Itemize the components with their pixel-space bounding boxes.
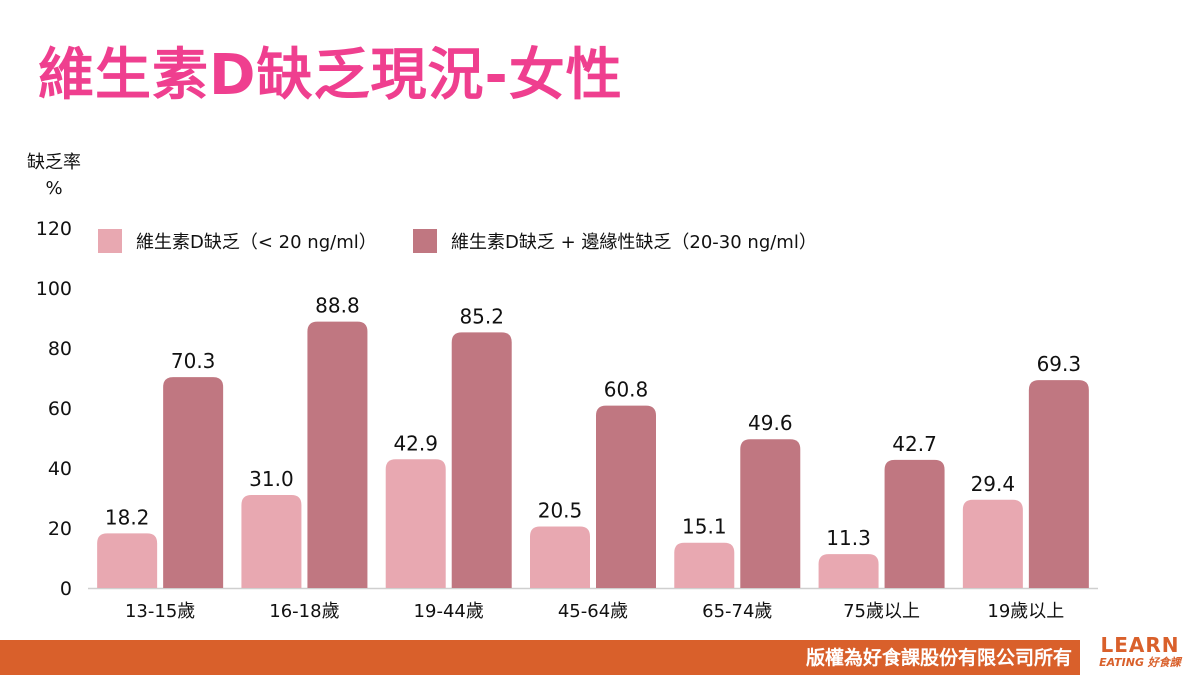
y-tick-label: 20	[48, 518, 72, 540]
y-tick-label: 80	[48, 338, 72, 360]
legend-swatch	[413, 229, 437, 253]
x-tick-label: 16-18歲	[269, 601, 339, 622]
x-tick-label: 45-64歲	[558, 601, 628, 622]
y-tick-label: 100	[36, 278, 72, 300]
logo-sub-text: EATING 好食課	[1099, 656, 1181, 669]
legend-swatch	[98, 229, 122, 253]
data-label: 85.2	[459, 304, 504, 328]
y-tick-label: 0	[60, 578, 72, 600]
y-axis-unit: %	[45, 178, 63, 199]
data-label: 69.3	[1037, 352, 1082, 376]
x-tick-label: 75歲以上	[843, 601, 920, 622]
y-tick-label: 40	[48, 458, 72, 480]
bar	[962, 499, 1023, 588]
copyright-text: 版權為好食課股份有限公司所有	[805, 647, 1072, 669]
data-label: 70.3	[171, 349, 216, 373]
bar	[884, 459, 945, 588]
data-label: 18.2	[105, 505, 150, 529]
data-label: 49.6	[748, 411, 793, 435]
legend-label: 維生素D缺乏 + 邊緣性缺乏（20-30 ng/ml）	[451, 232, 817, 253]
data-label: 60.8	[604, 378, 649, 402]
bar	[530, 526, 590, 588]
bar	[385, 459, 446, 588]
bar	[97, 533, 158, 588]
data-label: 42.9	[393, 431, 438, 455]
x-tick-label: 19歲以上	[987, 601, 1064, 622]
data-label: 20.5	[538, 499, 583, 523]
bar	[740, 439, 801, 588]
bar	[596, 405, 656, 588]
data-label: 31.0	[249, 467, 294, 491]
bar	[241, 495, 302, 588]
bar	[451, 332, 512, 588]
legend-label: 維生素D缺乏（< 20 ng/ml）	[136, 232, 377, 253]
y-tick-label: 120	[36, 218, 72, 240]
data-label: 15.1	[682, 515, 727, 539]
bar	[163, 377, 224, 588]
logo-main-text: LEARN	[1100, 633, 1180, 657]
bar	[1028, 380, 1089, 588]
bar	[307, 321, 368, 588]
page-title: 維生素D缺乏現況-女性	[38, 43, 623, 108]
bar	[818, 554, 879, 588]
data-label: 88.8	[315, 294, 360, 318]
brand-logo: LEARN EATING 好食課	[1080, 634, 1200, 675]
data-label: 11.3	[826, 526, 871, 550]
footer-bar	[0, 640, 1200, 675]
y-axis-label-text: 缺乏率	[27, 152, 81, 173]
bar-chart: 0 20 40 60 80 100 120 18.2 70.3 13-15歲 31.0 88.8 16-…	[36, 218, 1098, 622]
y-axis-label: 缺乏率 %	[22, 150, 86, 202]
x-tick-label: 65-74歲	[702, 601, 772, 622]
data-label: 42.7	[892, 432, 937, 456]
x-tick-label: 19-44歲	[414, 601, 484, 622]
x-tick-label: 13-15歲	[125, 601, 195, 622]
data-label: 29.4	[971, 472, 1016, 496]
y-tick-label: 60	[48, 398, 72, 420]
bar	[674, 542, 735, 588]
